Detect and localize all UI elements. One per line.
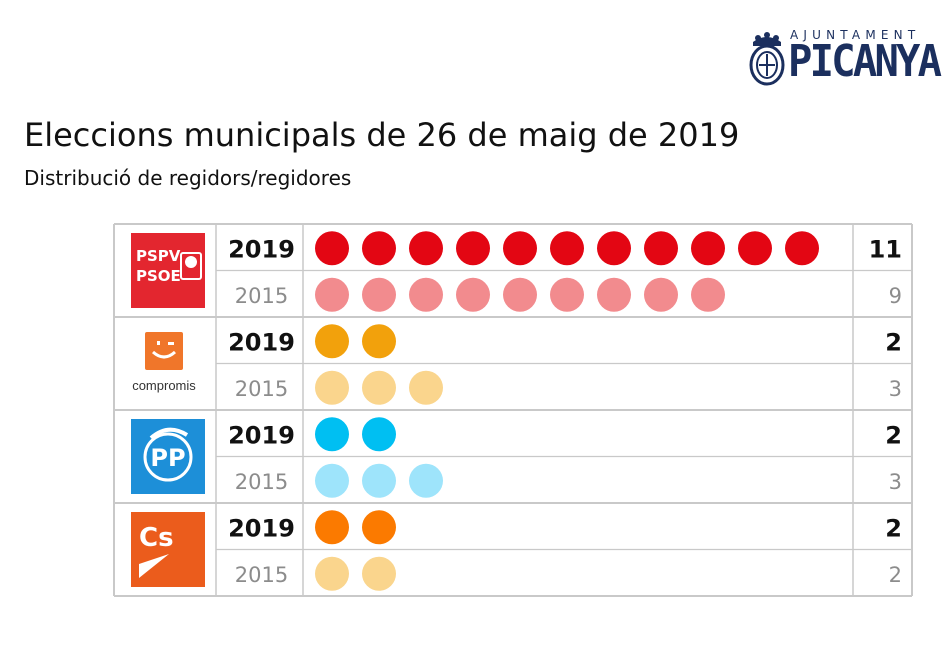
year-label-2019: 2019 — [228, 328, 295, 356]
seat-dot-2019 — [315, 324, 349, 359]
seat-dot-2019 — [409, 231, 443, 266]
seat-dot-2015 — [409, 370, 443, 405]
seat-count-2015: 3 — [889, 377, 902, 401]
year-label-2015: 2015 — [235, 377, 288, 401]
party-group-pspv-psoe: PSPV PSOE 2019 11 2015 9 — [131, 231, 902, 312]
seat-dot-2015 — [691, 277, 725, 312]
seat-dot-2015 — [315, 370, 349, 405]
seat-dot-2019 — [315, 231, 349, 266]
seat-dot-2015 — [409, 463, 443, 498]
compromis-logo-text: compromis — [132, 378, 196, 393]
year-label-2015: 2015 — [235, 563, 288, 587]
compromis-logo-bg — [145, 332, 183, 370]
chart-title: Eleccions municipals de 26 de maig de 20… — [24, 116, 740, 154]
seat-dot-2019 — [362, 417, 396, 452]
seat-dot-2019 — [315, 510, 349, 545]
seat-dot-2015 — [644, 277, 678, 312]
seat-count-2019: 2 — [885, 328, 902, 356]
party-group-comprom-s: compromis 2019 2 2015 3 — [132, 324, 902, 405]
smile-eye-icon — [168, 342, 174, 345]
seat-dot-2019 — [644, 231, 678, 266]
seat-count-2015: 2 — [889, 563, 902, 587]
seat-count-2019: 2 — [885, 514, 902, 542]
seat-dot-2015 — [503, 277, 537, 312]
smile-eye-icon — [157, 341, 160, 345]
pp-gull-icon — [149, 427, 189, 440]
psoe-logo-text: PSPV — [136, 247, 181, 265]
seat-dot-2015 — [315, 277, 349, 312]
party-logo: PSPV PSOE — [131, 233, 205, 308]
seat-dot-2019 — [503, 231, 537, 266]
ajuntament-picanya-logo: AJUNTAMENT PICANYA — [748, 28, 942, 90]
year-label-2015: 2015 — [235, 470, 288, 494]
logo-town-name: PICANYA — [788, 36, 942, 87]
seat-dot-2019 — [785, 231, 819, 266]
year-label-2019: 2019 — [228, 514, 295, 542]
table-grid — [113, 223, 913, 597]
seat-dot-2019 — [315, 417, 349, 452]
seat-dot-2015 — [362, 463, 396, 498]
year-label-2015: 2015 — [235, 284, 288, 308]
seat-dot-2019 — [691, 231, 725, 266]
seat-dot-2019 — [362, 324, 396, 359]
seat-dot-2019 — [362, 231, 396, 266]
seat-dot-2015 — [362, 556, 396, 591]
seat-dot-2019 — [456, 231, 490, 266]
party-logo: PP — [131, 419, 205, 494]
year-label-2019: 2019 — [228, 235, 295, 263]
seat-dot-2015 — [550, 277, 584, 312]
cs-arrow-icon — [139, 554, 169, 578]
year-label-2019: 2019 — [228, 421, 295, 449]
seat-dot-2015 — [362, 277, 396, 312]
psoe-logo-text: PSOE — [136, 267, 181, 285]
smile-icon — [151, 350, 177, 359]
seat-count-2019: 11 — [869, 235, 902, 263]
rose-icon — [185, 256, 197, 268]
party-group-pp: PP 2019 2 2015 3 — [131, 417, 902, 498]
seat-dot-2015 — [362, 370, 396, 405]
rose-fist-icon — [180, 252, 202, 280]
seat-dot-2015 — [315, 463, 349, 498]
chart-subtitle: Distribució de regidors/regidores — [24, 166, 352, 190]
seat-dot-2019 — [597, 231, 631, 266]
party-logo: compromis — [132, 332, 196, 393]
psoe-logo-bg — [131, 233, 205, 308]
party-group-ciudadanos: Cs 2019 2 2015 2 — [131, 510, 902, 591]
seat-dot-2019 — [550, 231, 584, 266]
seat-dot-2015 — [409, 277, 443, 312]
seat-count-2015: 3 — [889, 470, 902, 494]
coat-of-arms-icon — [749, 32, 785, 86]
seat-dot-2019 — [362, 510, 396, 545]
seat-dot-2015 — [456, 277, 490, 312]
seat-dot-2015 — [315, 556, 349, 591]
party-logo: Cs — [131, 512, 205, 587]
cs-logo-text: Cs — [139, 523, 174, 553]
seat-dot-2015 — [597, 277, 631, 312]
seat-count-2019: 2 — [885, 421, 902, 449]
seat-dot-2019 — [738, 231, 772, 266]
seat-count-2015: 9 — [889, 284, 902, 308]
pp-logo-text: PP — [150, 444, 185, 472]
pp-circle-icon — [143, 432, 193, 482]
logo-top-text: AJUNTAMENT — [790, 28, 921, 42]
